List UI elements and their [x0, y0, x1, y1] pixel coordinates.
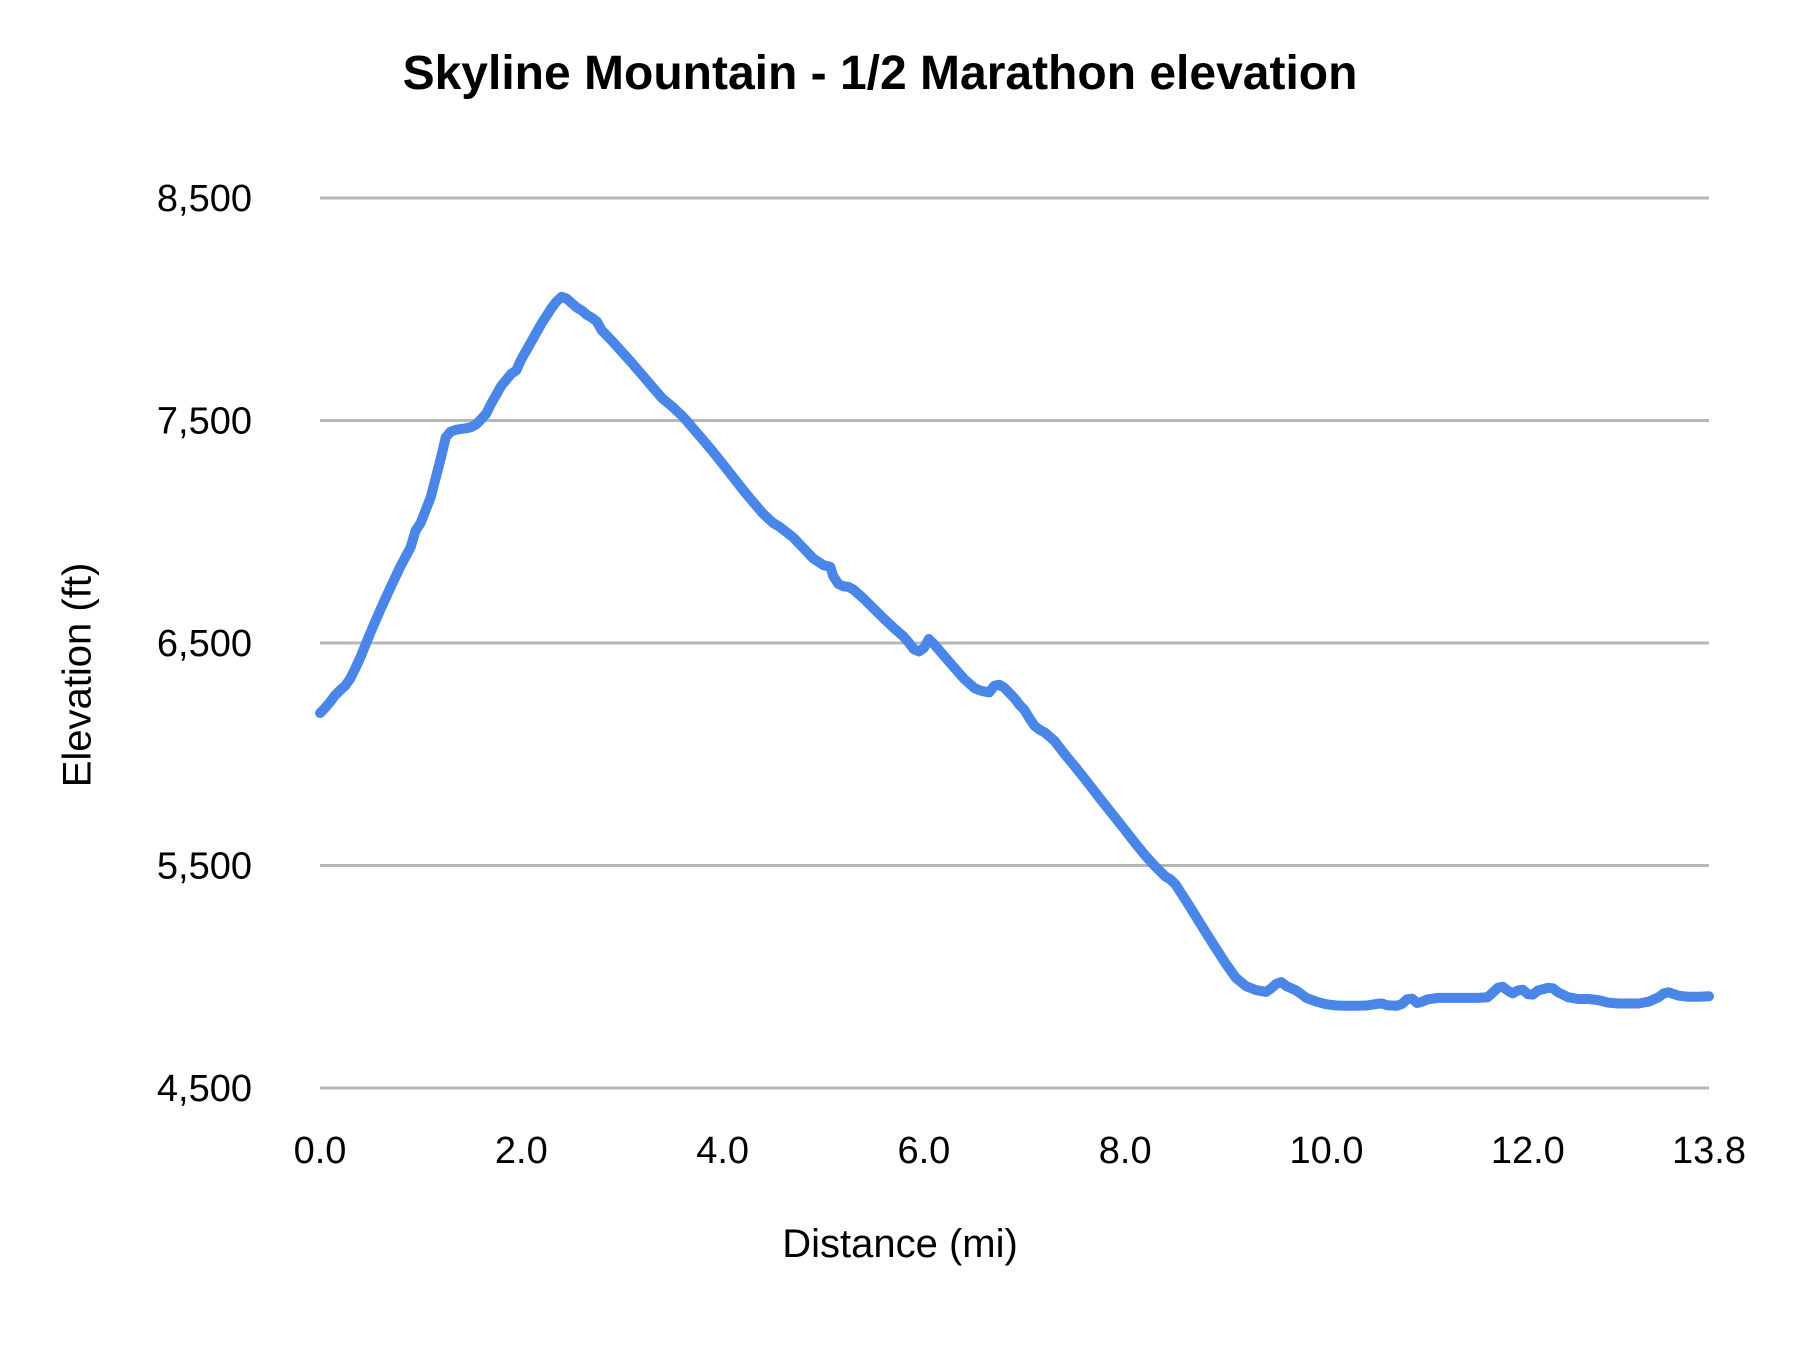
x-tick-label: 0.0	[294, 1130, 347, 1172]
x-tick-label: 6.0	[897, 1130, 950, 1172]
x-axis-title: Distance (mi)	[782, 1222, 1018, 1266]
x-tick-label: 2.0	[495, 1130, 548, 1172]
x-tick-label: 12.0	[1491, 1130, 1565, 1172]
y-tick-label: 6,500	[157, 623, 252, 665]
x-tick-label: 10.0	[1290, 1130, 1364, 1172]
y-tick-label: 4,500	[157, 1068, 252, 1110]
x-tick-label: 13.8	[1672, 1130, 1746, 1172]
x-tick-label: 4.0	[696, 1130, 749, 1172]
y-tick-label: 8,500	[157, 178, 252, 220]
x-tick-label: 8.0	[1099, 1130, 1152, 1172]
y-tick-label: 7,500	[157, 401, 252, 443]
elevation-line	[315, 291, 1714, 1011]
y-tick-label: 5,500	[157, 846, 252, 888]
chart-title: Skyline Mountain - 1/2 Marathon elevatio…	[402, 47, 1358, 100]
